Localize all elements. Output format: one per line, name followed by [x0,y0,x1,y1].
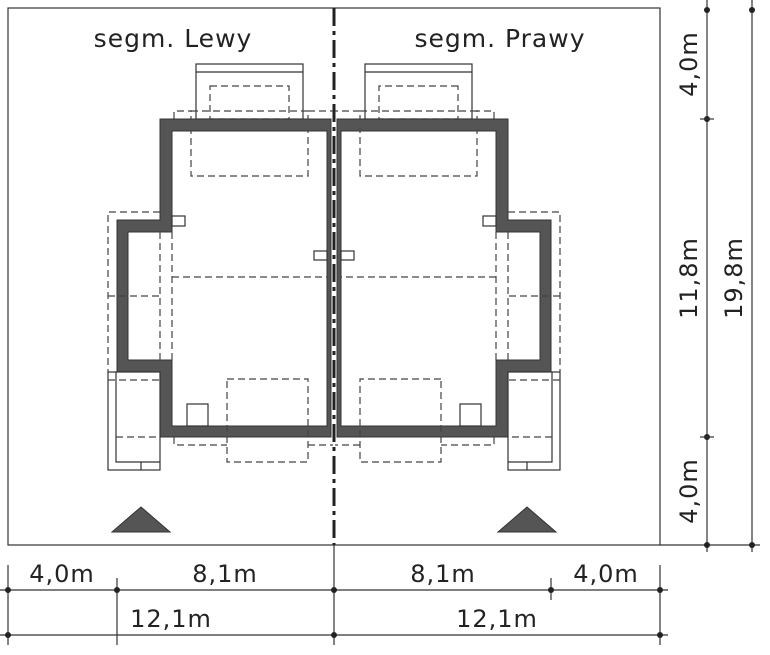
segment-left-label: segm. Lewy [94,24,253,53]
wall [116,118,332,438]
dim-left-house: 8,1m [192,560,258,588]
dim-top: 4,0m [675,31,703,97]
dim-bottom: 4,0m [675,458,703,524]
horizontal-dimensions: 4,0m 8,1m 8,1m 4,0m 12,1m 12,1m [0,545,668,645]
segment-left-plan [107,63,333,533]
segment-right-label: segm. Prawy [415,24,586,53]
north-arrow-icon [110,506,172,533]
vertical-dimensions: 4,0m 11,8m 4,0m 19,8m [660,0,760,552]
dim-right-margin: 4,0m [573,560,639,588]
dim-middle: 11,8m [675,237,703,319]
segment-right-plan [334,63,561,533]
dim-total-depth: 19,8m [720,237,748,319]
dim-left-margin: 4,0m [29,560,95,588]
dim-left-total: 12,1m [130,605,212,633]
dim-right-house: 8,1m [410,560,476,588]
dim-right-total: 12,1m [456,605,538,633]
